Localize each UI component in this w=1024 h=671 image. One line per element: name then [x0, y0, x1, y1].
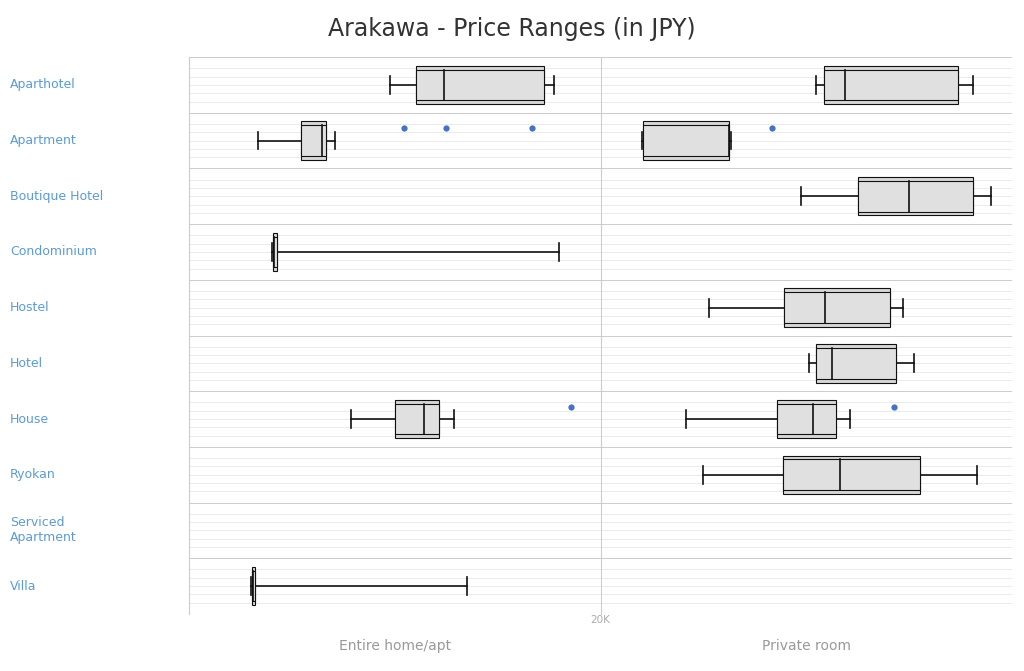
Text: Aparthotel: Aparthotel [10, 79, 76, 91]
Bar [816, 348, 896, 378]
Bar [824, 66, 957, 104]
Bar [783, 289, 890, 327]
Bar [252, 567, 255, 605]
Bar [416, 70, 544, 100]
Bar [252, 571, 255, 601]
Bar [642, 125, 729, 156]
Bar [395, 400, 439, 438]
Bar [857, 177, 973, 215]
Bar [824, 70, 957, 100]
Text: Hotel: Hotel [10, 357, 43, 370]
Bar [273, 237, 278, 267]
Text: Villa: Villa [10, 580, 37, 592]
Text: Hostel: Hostel [10, 301, 50, 314]
Bar [783, 293, 890, 323]
Bar [642, 121, 729, 160]
Text: Entire home/apt: Entire home/apt [339, 639, 451, 652]
Bar [301, 121, 327, 160]
Bar [301, 125, 327, 156]
Bar [777, 404, 836, 434]
Text: Arakawa - Price Ranges (in JPY): Arakawa - Price Ranges (in JPY) [328, 17, 696, 41]
Text: Boutique Hotel: Boutique Hotel [10, 190, 103, 203]
Bar [777, 400, 836, 438]
Bar [783, 456, 921, 494]
Text: Serviced
Apartment: Serviced Apartment [10, 517, 77, 544]
Bar [857, 181, 973, 211]
Text: Ryokan: Ryokan [10, 468, 56, 481]
Bar [416, 66, 544, 104]
Text: Private room: Private room [762, 639, 851, 652]
Bar [273, 233, 278, 271]
Bar [816, 344, 896, 382]
Text: Condominium: Condominium [10, 246, 97, 258]
Bar [395, 404, 439, 434]
Bar [783, 460, 921, 490]
Text: House: House [10, 413, 49, 425]
Text: Apartment: Apartment [10, 134, 77, 147]
